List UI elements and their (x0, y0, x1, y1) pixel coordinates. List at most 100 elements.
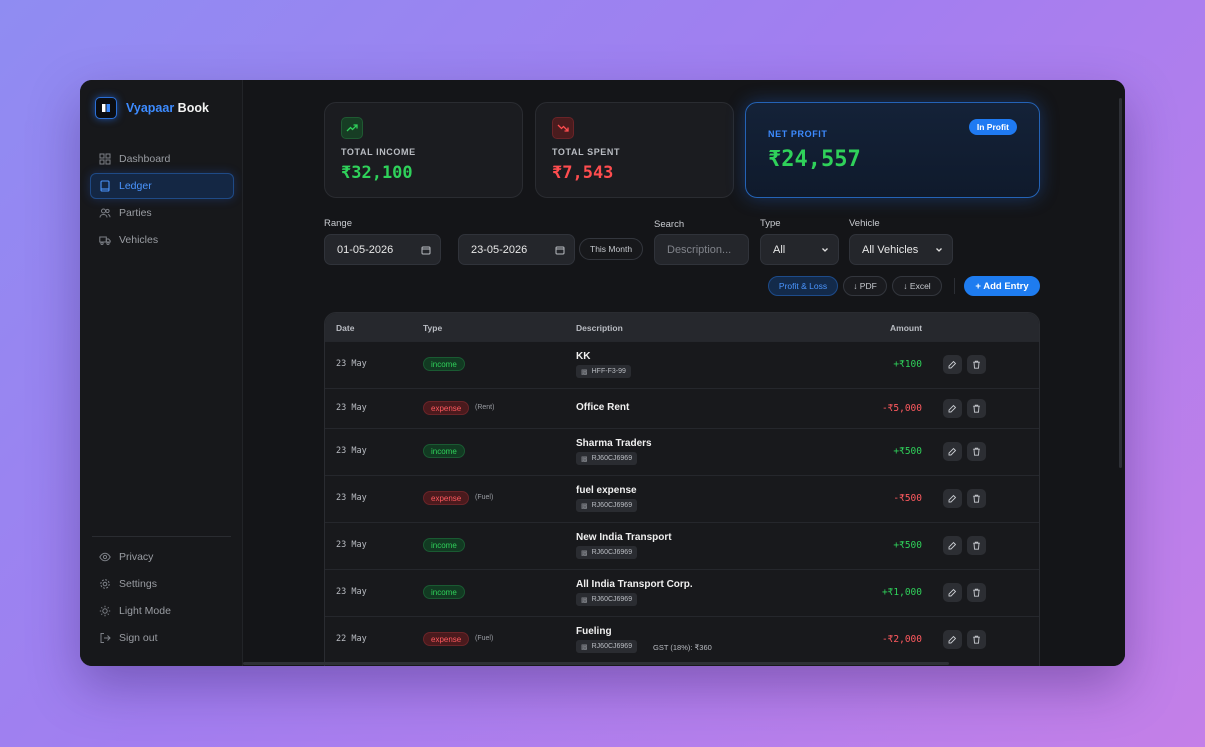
sidebar-item-settings[interactable]: Settings (90, 571, 234, 597)
profit-loss-button[interactable]: Profit & Loss (768, 276, 838, 296)
table-row[interactable]: 23 May income KK ▩ HFF-F3-99 +₹100 (325, 341, 1039, 388)
vehicle-number: RJ60CJ6969 (591, 643, 633, 650)
edit-button[interactable] (943, 442, 962, 461)
edit-button[interactable] (943, 489, 962, 508)
add-entry-button[interactable]: + Add Entry (964, 276, 1040, 296)
edit-button[interactable] (943, 536, 962, 555)
row-date: 23 May (336, 446, 367, 456)
search-label: Search (654, 219, 685, 230)
edit-button[interactable] (943, 399, 962, 418)
edit-icon (948, 360, 957, 369)
vehicle-number: RJ60CJ6969 (591, 502, 633, 509)
delete-button[interactable] (967, 536, 986, 555)
total-spent-value: ₹7,543 (552, 163, 614, 183)
header-type[interactable]: Type (423, 323, 443, 333)
ledger-table: Date Type Description Amount 23 May incom… (324, 312, 1040, 666)
delete-button[interactable] (967, 442, 986, 461)
delete-button[interactable] (967, 630, 986, 649)
table-row[interactable]: 22 May expense (Fuel) Fueling ▩ RJ60CJ6969 GST… (325, 616, 1039, 663)
header-date[interactable]: Date (336, 323, 355, 333)
row-description: All India Transport Corp. (576, 579, 693, 590)
book-icon (100, 180, 110, 192)
range-label: Range (324, 218, 352, 229)
vehicle-label: Vehicle (849, 218, 880, 229)
calendar-icon[interactable] (555, 245, 565, 255)
vehicle-number: HFF-F3-99 (591, 368, 626, 375)
table-row[interactable]: 23 May income Sharma Traders ▩ RJ60CJ6969 +₹5… (325, 428, 1039, 475)
brand[interactable]: Vyapaar Book (95, 97, 209, 119)
header-description[interactable]: Description (576, 323, 623, 333)
export-excel-button[interactable]: ↓ Excel (892, 276, 942, 296)
horizontal-scrollbar[interactable] (243, 662, 949, 665)
logout-icon (100, 633, 111, 643)
date-to-value: 23-05-2026 (471, 243, 528, 256)
calendar-icon[interactable] (421, 245, 431, 255)
date-to-input[interactable]: 23-05-2026 (458, 234, 575, 265)
sidebar-item-light-mode[interactable]: Light Mode (90, 598, 234, 624)
sidebar-item-ledger[interactable]: Ledger (90, 173, 234, 199)
vehicle-select-value: All Vehicles (862, 243, 919, 256)
type-select[interactable]: All (760, 234, 839, 265)
row-date: 23 May (336, 359, 367, 369)
vehicle-select[interactable]: All Vehicles (849, 234, 953, 265)
total-spent-label: TOTAL SPENT (552, 147, 621, 157)
delete-button[interactable] (967, 489, 986, 508)
sidebar-item-vehicles[interactable]: Vehicles (90, 227, 234, 253)
sidebar-item-parties[interactable]: Parties (90, 200, 234, 226)
search-input[interactable]: Description... (654, 234, 749, 265)
trash-icon (973, 447, 980, 456)
search-placeholder: Description... (667, 243, 732, 256)
book-logo-icon (95, 97, 117, 119)
edit-button[interactable] (943, 630, 962, 649)
type-label: Type (760, 218, 781, 229)
truck-icon: ▩ (581, 368, 588, 376)
users-icon (99, 208, 111, 218)
trash-icon (973, 360, 980, 369)
trash-icon (973, 635, 980, 644)
row-description: KK (576, 351, 591, 362)
row-description: Office Rent (576, 402, 630, 413)
sidebar-divider (92, 536, 231, 537)
trash-icon (973, 541, 980, 550)
vertical-scrollbar[interactable] (1119, 98, 1122, 468)
row-date: 23 May (336, 587, 367, 597)
sidebar-item-dashboard[interactable]: Dashboard (90, 146, 234, 172)
sidebar-item-label: Sign out (119, 632, 158, 644)
truck-icon: ▩ (581, 502, 588, 510)
edit-button[interactable] (943, 583, 962, 602)
action-divider (954, 278, 955, 294)
vehicle-number: RJ60CJ6969 (591, 455, 633, 462)
sidebar-item-sign-out[interactable]: Sign out (90, 625, 234, 651)
delete-button[interactable] (967, 355, 986, 374)
table-row[interactable]: 23 May expense (Fuel) fuel expense ▩ RJ60CJ69… (325, 475, 1039, 522)
sidebar-item-privacy[interactable]: Privacy (90, 544, 234, 570)
table-row[interactable]: 23 May expense (Rent) Office Rent -₹5,000 (325, 388, 1039, 428)
delete-button[interactable] (967, 399, 986, 418)
edit-button[interactable] (943, 355, 962, 374)
type-badge: income (423, 357, 465, 371)
status-badge: In Profit (968, 119, 1017, 135)
total-income-label: TOTAL INCOME (341, 147, 416, 157)
type-badge: income (423, 538, 465, 552)
row-date: 23 May (336, 493, 367, 503)
delete-button[interactable] (967, 583, 986, 602)
table-row[interactable]: 23 May income New India Transport ▩ RJ60CJ69… (325, 522, 1039, 569)
row-description: New India Transport (576, 532, 672, 543)
export-pdf-button[interactable]: ↓ PDF (843, 276, 887, 296)
header-amount[interactable]: Amount (890, 323, 923, 333)
vehicle-tag: ▩ RJ60CJ6969 (576, 452, 638, 465)
trash-icon (973, 494, 980, 503)
gear-icon (100, 579, 110, 589)
date-from-input[interactable]: 01-05-2026 (324, 234, 441, 265)
truck-icon (99, 236, 111, 245)
edit-icon (948, 541, 957, 550)
brand-name-part1: Vyapaar (126, 101, 175, 115)
vehicle-number: RJ60CJ6969 (591, 549, 633, 556)
type-badge: income (423, 585, 465, 599)
vehicle-tag: ▩ HFF-F3-99 (576, 365, 631, 378)
grid-icon (99, 153, 111, 165)
this-month-button[interactable]: This Month (579, 238, 644, 260)
row-date: 23 May (336, 403, 367, 413)
table-row[interactable]: 23 May income All India Transport Corp. ▩ RJ… (325, 569, 1039, 616)
net-profit-value: ₹24,557 (768, 147, 861, 172)
